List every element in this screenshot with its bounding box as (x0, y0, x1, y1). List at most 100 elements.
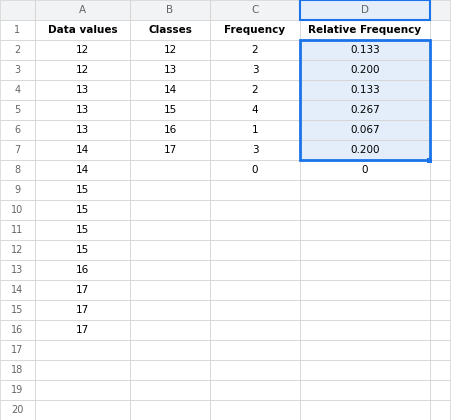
Bar (430, 240, 450, 260)
Text: 17: 17 (76, 305, 89, 315)
Bar (210, 140, 300, 160)
Bar (35, 80, 130, 100)
Text: 1: 1 (14, 25, 20, 35)
Bar (0, 200, 35, 220)
Bar (130, 160, 210, 180)
Text: 4: 4 (14, 85, 20, 95)
Text: C: C (251, 5, 259, 15)
Bar (210, 400, 300, 420)
Text: 13: 13 (11, 265, 24, 275)
Bar (430, 40, 450, 60)
Bar (0, 300, 35, 320)
Bar (35, 100, 130, 120)
Bar (0, 260, 35, 280)
Bar (300, 60, 430, 80)
Bar (430, 280, 450, 300)
Text: 13: 13 (164, 65, 177, 75)
Bar (130, 360, 210, 380)
Text: 3: 3 (252, 65, 258, 75)
Text: 13: 13 (76, 125, 89, 135)
Bar (210, 340, 300, 360)
Bar (430, 300, 450, 320)
Bar (35, 20, 130, 40)
Bar (0, 160, 35, 180)
Bar (430, 100, 450, 120)
Text: 3: 3 (14, 65, 20, 75)
Bar (35, 320, 130, 340)
Text: 12: 12 (11, 245, 24, 255)
Bar (0, 340, 35, 360)
Bar (300, 80, 430, 100)
Bar (130, 380, 210, 400)
Bar (0, 20, 35, 40)
Bar (300, 300, 430, 320)
Bar (210, 180, 300, 200)
Bar (300, 400, 430, 420)
Bar (35, 380, 130, 400)
Bar (300, 360, 430, 380)
Bar (300, 180, 430, 200)
Bar (0, 380, 35, 400)
Bar (0, 60, 35, 80)
Bar (35, 120, 130, 140)
Text: Relative Frequency: Relative Frequency (309, 25, 421, 35)
Text: A: A (79, 5, 86, 15)
Bar (210, 280, 300, 300)
Text: 4: 4 (252, 105, 258, 115)
Bar (210, 80, 300, 100)
Bar (130, 220, 210, 240)
Bar (130, 0, 210, 20)
Text: 15: 15 (76, 205, 89, 215)
Bar (210, 60, 300, 80)
Bar (35, 0, 130, 20)
Bar (430, 160, 450, 180)
Bar (428, 158, 432, 163)
Bar (210, 300, 300, 320)
Text: 15: 15 (76, 245, 89, 255)
Bar (430, 60, 450, 80)
Text: 3: 3 (252, 145, 258, 155)
Text: 0: 0 (362, 165, 368, 175)
Bar (430, 220, 450, 240)
Text: 13: 13 (76, 105, 89, 115)
Bar (35, 180, 130, 200)
Bar (0, 400, 35, 420)
Text: 0.133: 0.133 (350, 85, 380, 95)
Bar (35, 200, 130, 220)
Bar (430, 340, 450, 360)
Bar (130, 240, 210, 260)
Text: D: D (361, 5, 369, 15)
Bar (300, 120, 430, 140)
Text: 10: 10 (11, 205, 24, 215)
Bar (300, 220, 430, 240)
Text: Frequency: Frequency (224, 25, 285, 35)
Bar (35, 360, 130, 380)
Bar (35, 160, 130, 180)
Bar (300, 380, 430, 400)
Bar (210, 220, 300, 240)
Bar (130, 140, 210, 160)
Text: 0: 0 (252, 165, 258, 175)
Bar (0, 140, 35, 160)
Bar (430, 0, 450, 20)
Text: 8: 8 (14, 165, 20, 175)
Bar (300, 160, 430, 180)
Bar (35, 340, 130, 360)
Text: 0.200: 0.200 (350, 145, 380, 155)
Bar (300, 140, 430, 160)
Bar (0, 280, 35, 300)
Bar (210, 0, 300, 20)
Bar (35, 40, 130, 60)
Text: 0.267: 0.267 (350, 105, 380, 115)
Bar (210, 160, 300, 180)
Text: 14: 14 (11, 285, 24, 295)
Text: 20: 20 (11, 405, 24, 415)
Bar (300, 340, 430, 360)
Bar (430, 360, 450, 380)
Bar (130, 200, 210, 220)
Bar (0, 120, 35, 140)
Text: 11: 11 (11, 225, 24, 235)
Bar (430, 180, 450, 200)
Text: 15: 15 (11, 305, 24, 315)
Bar (210, 260, 300, 280)
